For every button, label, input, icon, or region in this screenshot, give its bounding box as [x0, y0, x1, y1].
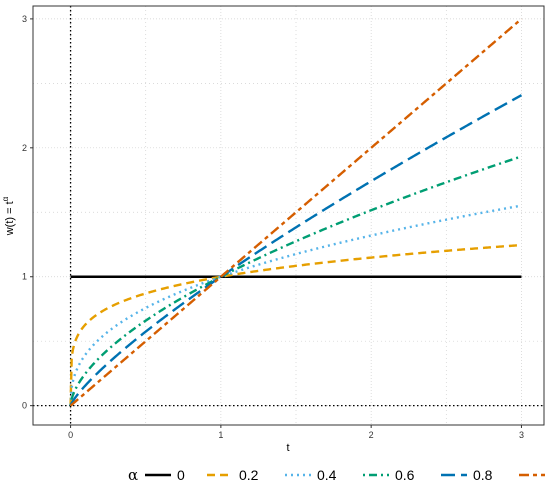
grid-layer — [33, 6, 544, 425]
y-tick-label: 0 — [22, 401, 27, 411]
y-axis-title-base: w(t) = t — [4, 201, 16, 236]
legend-label: 0.6 — [395, 467, 415, 483]
legend-label: 0.2 — [239, 467, 259, 483]
legend-label: 0 — [177, 467, 185, 483]
tick-layer: 0 1 2 3 0 1 2 3 — [22, 14, 524, 440]
series-line-0-4 — [69, 204, 522, 406]
x-tick-label: 0 — [68, 430, 73, 440]
plot-panel-border — [32, 5, 545, 426]
y-axis-title: w(t) = tα — [1, 196, 16, 236]
legend-title: α — [128, 466, 138, 484]
y-axis-title-exponent: α — [1, 196, 10, 201]
legend: α 00.20.40.60.81 — [128, 466, 545, 484]
y-tick-label: 1 — [22, 272, 27, 282]
legend-label: 0.8 — [473, 467, 493, 483]
y-tick-label: 2 — [22, 143, 27, 153]
x-tick-label: 2 — [369, 430, 374, 440]
y-tick-label: 3 — [22, 14, 27, 24]
x-axis-title: t — [286, 442, 289, 454]
legend-label: 0.4 — [317, 467, 337, 483]
x-tick-label: 3 — [519, 430, 524, 440]
reference-lines — [33, 6, 544, 425]
x-tick-label: 1 — [218, 430, 223, 440]
series-layer — [69, 17, 523, 407]
series-line-0-6 — [69, 155, 522, 406]
series-line-0-8 — [69, 94, 523, 407]
series-line-0-2 — [69, 243, 522, 406]
